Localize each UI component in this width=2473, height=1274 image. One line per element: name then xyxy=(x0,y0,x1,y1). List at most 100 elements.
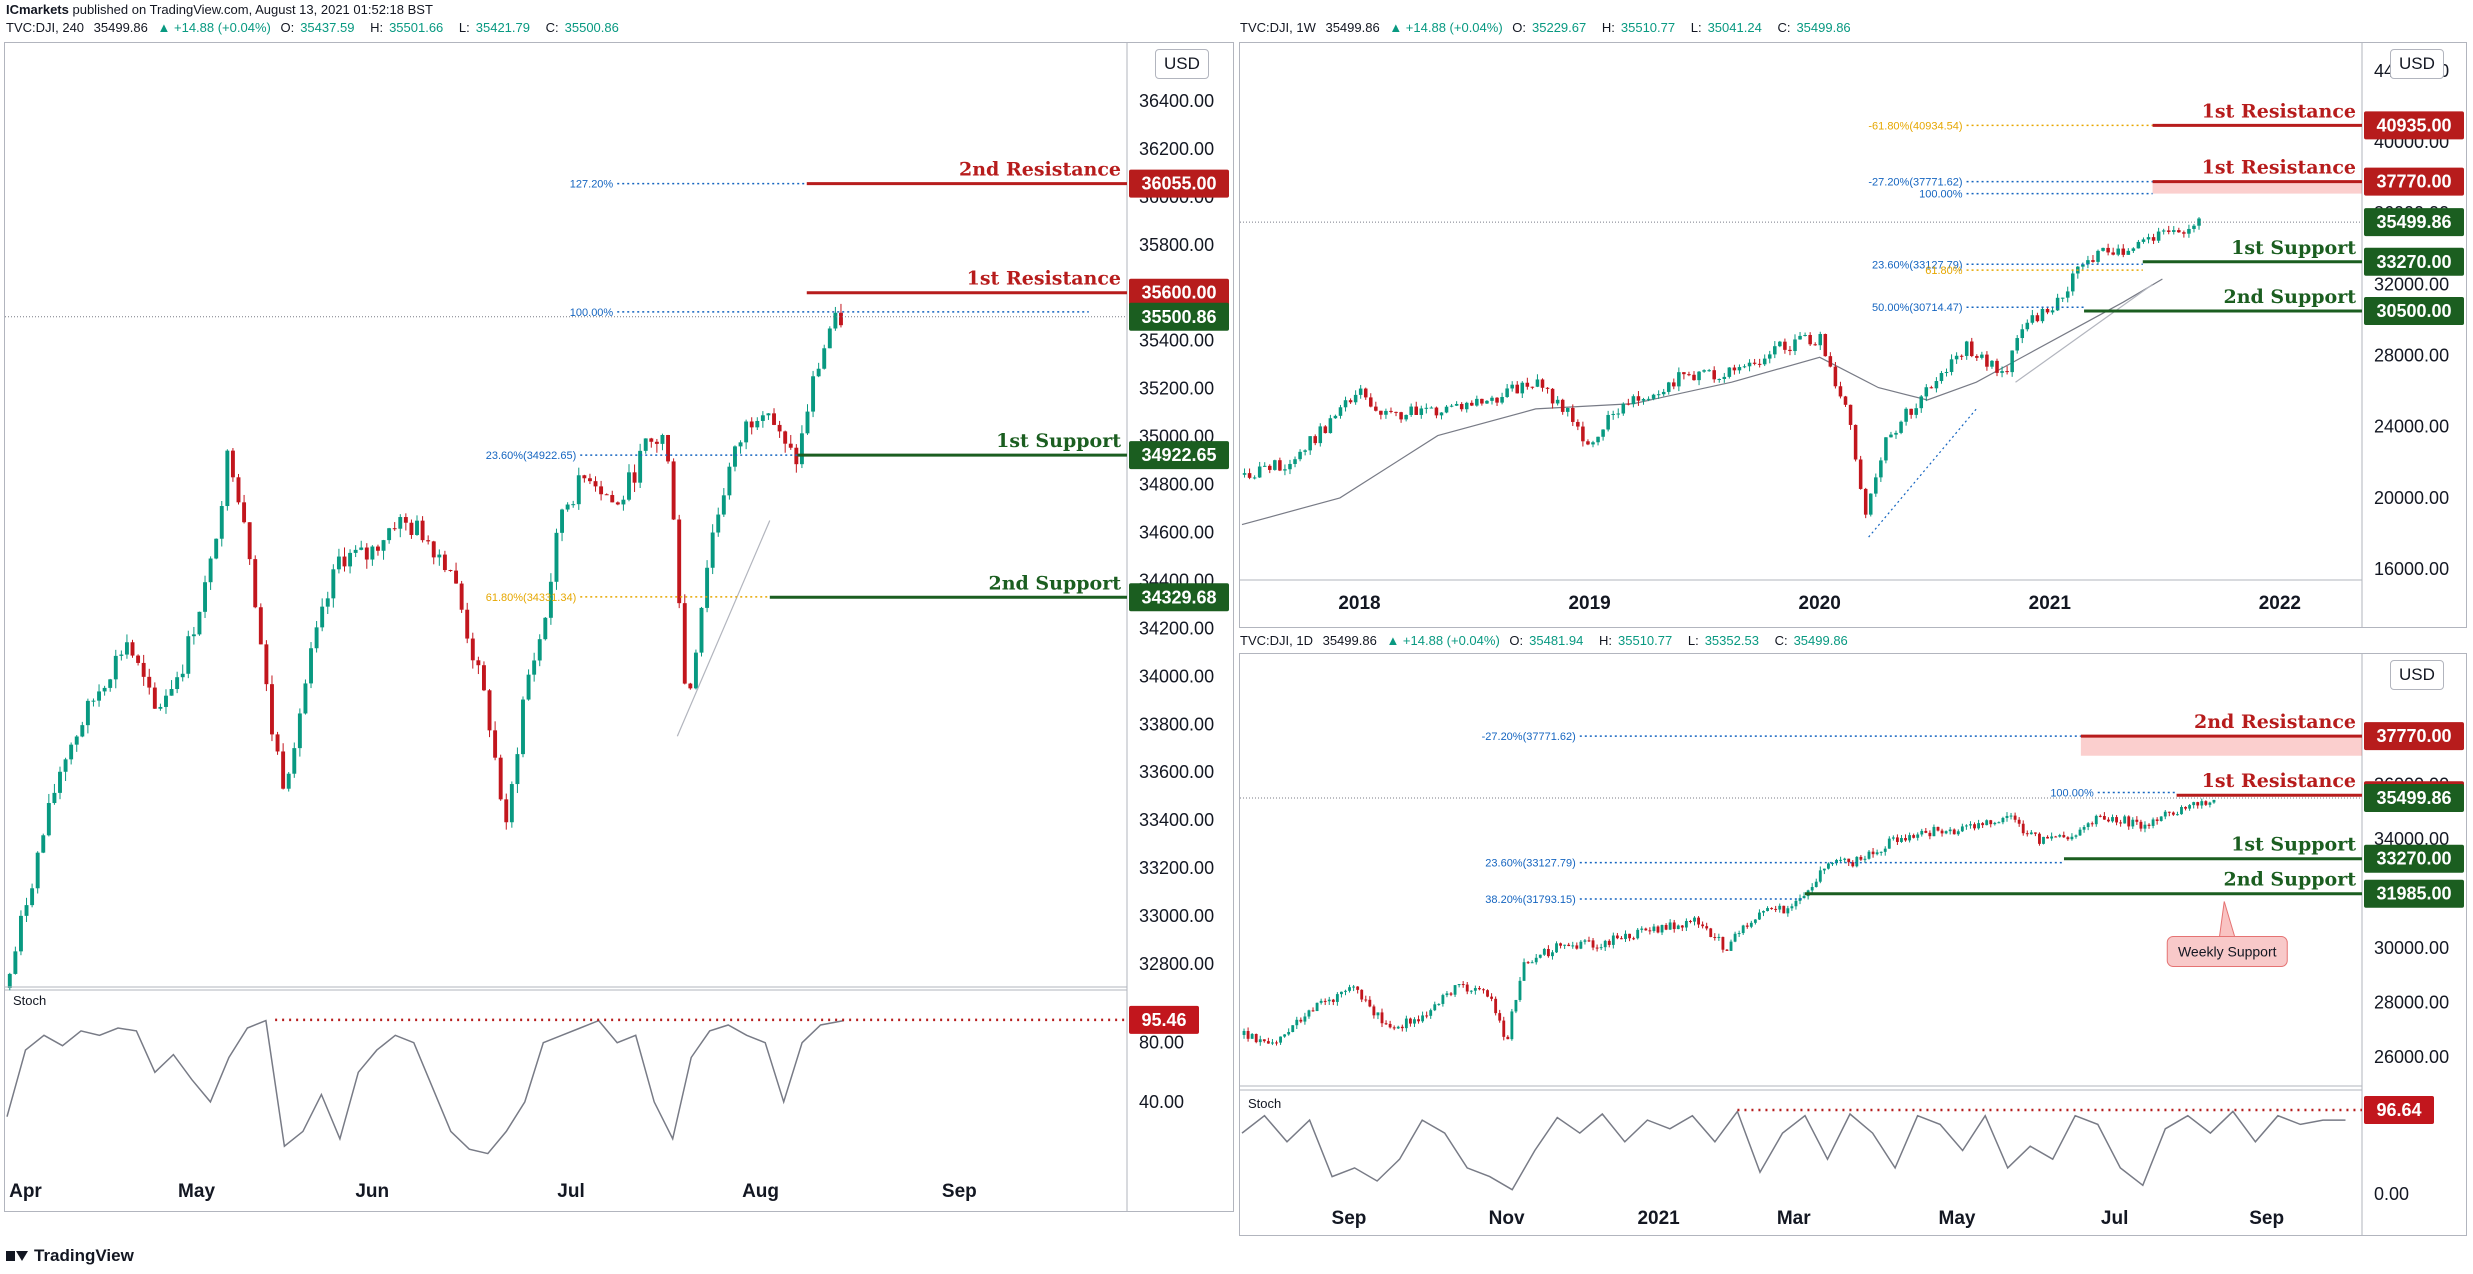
w1-candle xyxy=(1293,456,1297,468)
d1-candle xyxy=(1287,1028,1291,1036)
d1-y-tick: 26000.00 xyxy=(2374,1047,2449,1067)
d1-candle xyxy=(1352,984,1356,992)
h4-candle xyxy=(660,433,665,451)
w1-candle-body xyxy=(2070,273,2075,292)
publish-text: published on TradingView.com, August 13,… xyxy=(68,2,433,17)
d1-last-price-tag-bg xyxy=(2364,783,2464,812)
w1-candle-body xyxy=(1677,372,1681,387)
h4-candle xyxy=(749,417,754,435)
d1-candle xyxy=(1546,945,1550,958)
d1-candle-body xyxy=(1875,852,1879,855)
h4-candle-body xyxy=(822,348,827,369)
d1-candle xyxy=(1526,960,1530,965)
d1-candle xyxy=(2029,830,2033,835)
h4-y-tick: 34600.00 xyxy=(1139,522,1214,542)
d1-currency-button[interactable]: USD xyxy=(2390,660,2444,690)
d1-candle-body xyxy=(1242,1031,1246,1035)
w1-candle-body xyxy=(1980,354,1984,358)
d1-candle-body xyxy=(1952,829,1956,835)
w1-candle-body xyxy=(1687,374,1691,376)
d1-candle-body xyxy=(1555,943,1558,953)
d1-candle xyxy=(1461,981,1465,988)
h4-candle-body xyxy=(186,636,191,674)
d1-candle xyxy=(1368,996,1372,1008)
d1-candle xyxy=(1855,856,1859,868)
h4-candle xyxy=(41,833,46,854)
h4-candle-body xyxy=(543,617,548,640)
w1-chart-svg[interactable]: 16000.00 20000.00 24000.00 28000.00 32000.00… xyxy=(1240,43,2467,628)
w1-candle-body xyxy=(1459,403,1464,410)
d1-candle xyxy=(1875,849,1879,856)
w1-candle-body xyxy=(1803,334,1807,336)
h4-candle-body xyxy=(353,549,358,553)
h4-chart-panel[interactable]: 32800.00 33000.00 33200.00 33400.00 33600.00… xyxy=(4,42,1234,1212)
h4-candle-body xyxy=(331,569,336,599)
h4-candle-body xyxy=(398,517,403,529)
w1-candle-body xyxy=(1884,437,1888,461)
w1-currency-button[interactable]: USD xyxy=(2390,49,2444,79)
d1-candle xyxy=(2147,823,2151,829)
d1-candle-body xyxy=(1997,822,2001,824)
w1-candle xyxy=(1661,388,1666,397)
d1-chart-svg[interactable]: 26000.0028000.0030000.0032000.0034000.00… xyxy=(1240,654,2467,1236)
d1-candle-body xyxy=(1384,1023,1388,1025)
h4-candle-body xyxy=(627,472,631,500)
d1-candle-body xyxy=(1847,858,1851,863)
d1-candle-body xyxy=(1482,989,1485,991)
d1-candle-body xyxy=(2086,823,2090,828)
h4-chart-svg[interactable]: 32800.00 33000.00 33200.00 33400.00 33600.00… xyxy=(5,43,1234,1212)
h4-candle xyxy=(102,685,107,696)
w1-candle-body xyxy=(2116,248,2120,255)
d1-candle xyxy=(2184,806,2187,811)
h4-candle xyxy=(721,488,726,517)
d1-candle-body xyxy=(1335,994,1339,1002)
d1-candle xyxy=(1258,1035,1262,1046)
w1-candle xyxy=(1323,425,1328,434)
w1-candle-body xyxy=(1919,396,1924,409)
h4-candle-body xyxy=(175,677,180,690)
w1-candle xyxy=(2187,224,2191,238)
h4-candle xyxy=(420,516,425,543)
d1-candle-body xyxy=(2005,815,2009,818)
h4-y-tick: 34000.00 xyxy=(1139,666,1214,686)
w1-candle xyxy=(1803,332,1807,337)
h4-x-tick: Aug xyxy=(742,1181,779,1202)
d1-chart-panel[interactable]: 26000.0028000.0030000.0032000.0034000.00… xyxy=(1239,653,2467,1236)
h4-y-tick: 34200.00 xyxy=(1139,618,1214,638)
w1-candle-body xyxy=(1959,355,1964,357)
w1-candle xyxy=(1414,401,1419,416)
tradingview-footer[interactable]: TradingView xyxy=(6,1246,134,1266)
h4-candle-body xyxy=(677,519,682,604)
w1-candle-body xyxy=(1964,341,1969,356)
w1-level-price-tag-1: 37770.00 xyxy=(2376,172,2451,192)
w1-candle-body xyxy=(1252,477,1257,479)
h4-candle xyxy=(325,591,330,615)
h4-currency-button[interactable]: USD xyxy=(1155,49,1209,79)
d1-candle-body xyxy=(1437,1003,1441,1005)
d1-candle xyxy=(2102,812,2106,820)
d1-candle xyxy=(1741,924,1745,935)
w1-candle-body xyxy=(1273,460,1277,470)
w1-chart-panel[interactable]: 16000.00 20000.00 24000.00 28000.00 32000.00… xyxy=(1239,42,2467,628)
d1-candle xyxy=(1636,928,1640,940)
d1-candle xyxy=(1340,991,1343,998)
d1-candle xyxy=(2143,821,2147,833)
h4-candle-body xyxy=(733,446,737,467)
h4-candle xyxy=(281,743,286,790)
w1-candle-body xyxy=(1904,408,1908,422)
h4-candle-body xyxy=(604,494,609,496)
d1-candle xyxy=(1437,1003,1441,1006)
h4-last-price-tag-bg xyxy=(1129,302,1229,331)
h4-fib-label-1: 100.00% xyxy=(570,307,614,319)
d1-candle xyxy=(1680,925,1684,932)
h4-high: 35501.66 xyxy=(389,20,444,35)
w1-y-tick: 16000.00 xyxy=(2374,559,2449,579)
h4-candle-body xyxy=(738,442,743,447)
d1-candle xyxy=(1648,927,1652,935)
h4-candle-body xyxy=(119,654,124,656)
w1-candle-body xyxy=(2172,230,2176,232)
w1-fib-label-4: 61.80% xyxy=(1925,265,1963,277)
d1-candle-body xyxy=(1563,944,1567,946)
w1-candle-body xyxy=(1348,400,1353,403)
w1-candle xyxy=(1318,423,1323,447)
